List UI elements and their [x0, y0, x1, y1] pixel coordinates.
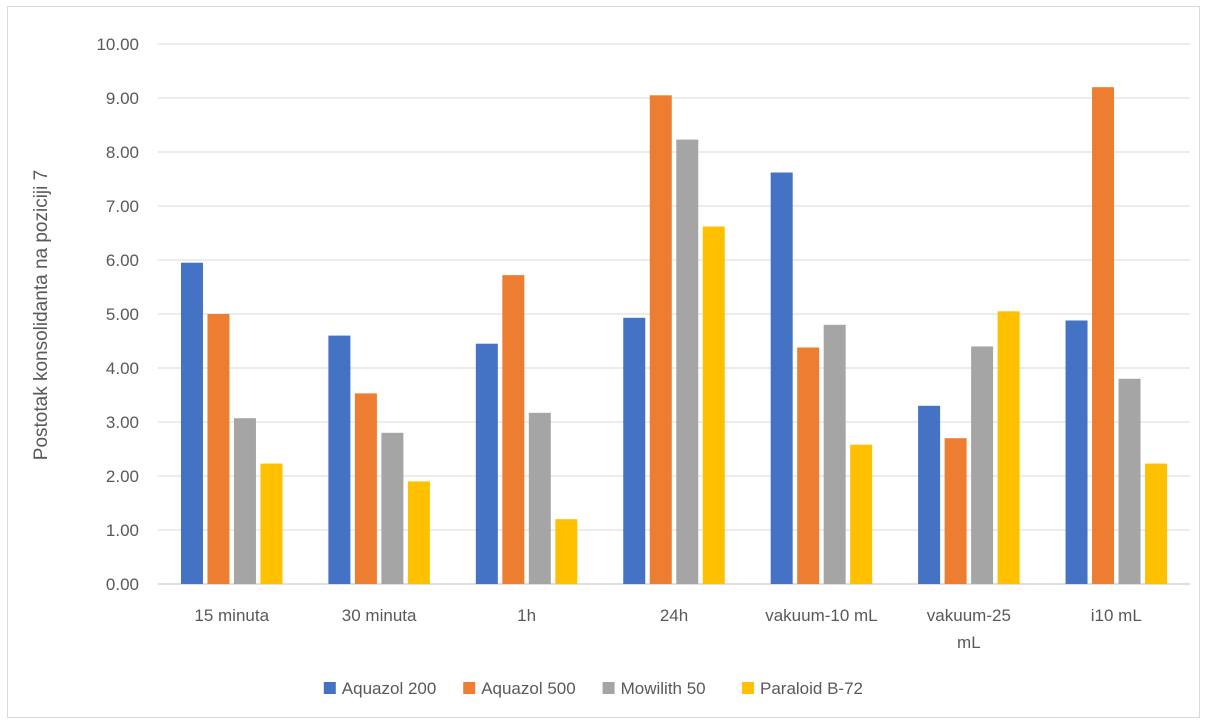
bar-aquazol-200 [918, 405, 941, 584]
y-tick-label: 0.00 [106, 575, 139, 594]
bar-aquazol-200 [475, 343, 498, 584]
legend-label: Paraloid B-72 [760, 679, 863, 698]
bar-aquazol-200 [1065, 320, 1088, 584]
legend-label: Aquazol 200 [342, 679, 437, 698]
y-tick-label: 7.00 [106, 197, 139, 216]
bar-aquazol-500 [797, 347, 820, 584]
y-tick-label: 6.00 [106, 251, 139, 270]
bar-aquazol-500 [1092, 87, 1115, 584]
legend-swatch [602, 682, 615, 694]
legend: Aquazol 200 Aquazol 500 Mowilith 50 Paraloi… [323, 679, 863, 698]
bar-mowilith-50 [1118, 378, 1141, 584]
category-labels: 15 minuta 30 minuta 1h 24h vakuum-10 mL vakuu… [194, 606, 1141, 652]
bar-mowilith-50 [971, 346, 994, 584]
bar-aquazol-200 [328, 335, 351, 584]
legend-swatch [323, 682, 336, 694]
legend-label: Aquazol 500 [481, 679, 576, 698]
bar-aquazol-200 [180, 262, 203, 584]
bar-paraloid-b-72 [997, 311, 1020, 584]
bar-paraloid-b-72 [850, 444, 873, 584]
bar-paraloid-b-72 [260, 463, 283, 584]
category-label: 24h [660, 606, 688, 625]
bar-aquazol-500 [944, 438, 967, 584]
legend-swatch [463, 682, 476, 694]
y-tick-label: 4.00 [106, 359, 139, 378]
bar-aquazol-200 [623, 317, 646, 584]
y-tick-label: 2.00 [106, 467, 139, 486]
y-tick-label: 3.00 [106, 413, 139, 432]
y-tick-label: 9.00 [106, 89, 139, 108]
bar-paraloid-b-72 [702, 226, 725, 584]
bar-aquazol-500 [354, 393, 377, 584]
bar-aquazol-200 [770, 172, 793, 584]
y-tick-label: 1.00 [106, 521, 139, 540]
category-label: vakuum-25 mL [927, 606, 1011, 652]
bar-paraloid-b-72 [1145, 463, 1168, 584]
y-axis-title: Postotak konsolidanta na poziciji 7 [31, 170, 52, 460]
legend-label: Mowilith 50 [621, 679, 706, 698]
bar-paraloid-b-72 [407, 481, 430, 584]
bar-aquazol-500 [207, 314, 230, 584]
category-label: 30 minuta [342, 606, 417, 625]
bar-aquazol-500 [502, 275, 525, 584]
legend-swatch [742, 682, 754, 694]
bar-mowilith-50 [528, 412, 551, 584]
y-tick-label: 8.00 [106, 143, 139, 162]
category-label: 15 minuta [194, 606, 269, 625]
category-label: 1h [517, 606, 536, 625]
y-tick-labels: 0.00 1.00 2.00 3.00 4.00 5.00 6.00 7.00 8.00 9.00… [96, 35, 139, 594]
y-tick-label: 10.00 [96, 35, 139, 54]
y-tick-label: 5.00 [106, 305, 139, 324]
bar-mowilith-50 [676, 139, 699, 584]
bars [180, 87, 1168, 585]
bar-aquazol-500 [649, 95, 672, 585]
gridlines [158, 43, 1190, 585]
bar-paraloid-b-72 [555, 519, 578, 584]
category-label: vakuum-10 mL [765, 606, 877, 625]
category-label: i10 mL [1091, 606, 1142, 625]
bar-mowilith-50 [233, 418, 256, 584]
bar-mowilith-50 [823, 324, 846, 584]
bar-mowilith-50 [381, 432, 404, 584]
